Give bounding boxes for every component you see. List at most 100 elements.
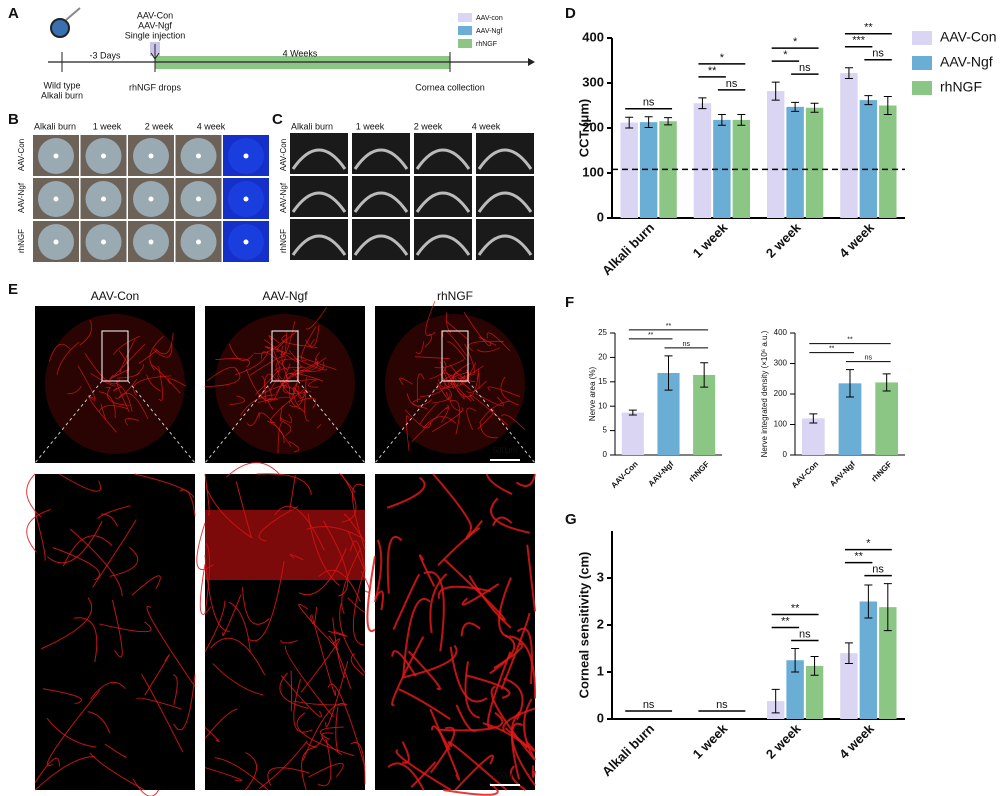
nerve [267, 398, 278, 410]
oct-cornea [291, 191, 347, 213]
bar [620, 122, 638, 218]
significance-label: ns [643, 97, 655, 109]
nerve [179, 489, 196, 517]
nerve [281, 345, 289, 380]
legend-label: AAV-Ngf [940, 54, 993, 70]
x-tick-label: rhNGF [687, 459, 711, 483]
significance-label: *** [852, 35, 866, 47]
significance-label: ** [791, 602, 800, 614]
error-bar [883, 583, 892, 632]
y-tick-label: 200 [774, 389, 788, 398]
nerve [325, 661, 349, 728]
nerve [214, 757, 269, 791]
nerve [399, 377, 413, 386]
nerve [405, 415, 410, 451]
nerve [442, 330, 468, 357]
nerve [199, 564, 212, 615]
nerve [270, 388, 306, 423]
nerve [204, 600, 226, 653]
nerve [440, 404, 450, 423]
nerve [46, 717, 97, 748]
x-tick-label: Alkali burn [599, 721, 657, 779]
nerve [424, 333, 433, 348]
nerve [288, 373, 298, 404]
error-bar [810, 102, 819, 113]
nerve [244, 752, 258, 791]
row-label: AAV-Ngf [17, 182, 26, 213]
nerve [249, 356, 286, 376]
significance-label: ns [643, 699, 655, 711]
nerve [204, 708, 238, 739]
nerve [136, 697, 182, 710]
legend-label: AAV-con [476, 15, 503, 22]
timeline-label: Wild type [43, 80, 80, 90]
error-bar [664, 117, 673, 126]
nerve [531, 765, 536, 778]
y-tick-label: 0 [597, 710, 604, 725]
y-tick-label: 0 [783, 450, 788, 459]
nerve [319, 726, 344, 741]
nerve [469, 394, 508, 426]
y-tick-label: 100 [774, 420, 788, 429]
nerve [52, 547, 100, 581]
nerve [62, 535, 113, 567]
column-label: 4 week [197, 121, 226, 131]
y-axis-label: Corneal sensitivity (cm) [576, 552, 591, 699]
bar [766, 91, 785, 218]
nerve [228, 601, 251, 653]
nerve [261, 351, 288, 371]
error-bar [717, 114, 726, 126]
timeline-label: -3 Days [89, 50, 121, 60]
nerve [515, 473, 536, 487]
nerve [510, 722, 524, 780]
x-tick-label: 4 week [836, 219, 877, 260]
nerve [500, 612, 531, 690]
nerve [114, 378, 138, 399]
oct-cornea [477, 148, 533, 170]
nerve [255, 366, 281, 395]
panel-letter: E [8, 281, 18, 298]
nerve [479, 422, 498, 439]
oct-image [290, 133, 348, 174]
nerve [90, 372, 116, 387]
y-tick-label: 200 [582, 119, 604, 134]
nerve [67, 385, 82, 395]
nerve [228, 343, 254, 361]
nerve [321, 732, 343, 756]
nerve [268, 335, 280, 344]
nerve [305, 736, 324, 747]
nerve [73, 617, 98, 663]
reflection [148, 153, 154, 159]
zoom-box [441, 330, 469, 382]
x-tick-label: 2 week [763, 720, 804, 761]
nerve [210, 637, 266, 676]
injection-label: AAV-Con [137, 10, 173, 20]
column-label: 4 week [472, 121, 501, 131]
oct-cornea [353, 148, 409, 170]
nerve [429, 573, 448, 634]
nerve [149, 336, 164, 371]
nerve [304, 388, 310, 422]
legend-label: AAV-Con [940, 29, 997, 45]
nerve [41, 597, 93, 650]
nerve [109, 343, 146, 380]
nerve [516, 627, 533, 685]
nerve [275, 358, 297, 373]
dense-plexus [205, 510, 365, 580]
y-tick-label: 20 [598, 353, 607, 362]
column-label: Alkali burn [291, 121, 333, 131]
injection-label: AAV-Ngf [138, 20, 172, 30]
y-tick-label: 10 [598, 401, 607, 410]
nerve [523, 698, 536, 761]
legend-swatch [912, 81, 932, 95]
nerve [438, 711, 504, 732]
nerve [275, 363, 291, 393]
nerve [410, 761, 437, 788]
nerve [423, 571, 445, 652]
error-bar [625, 116, 634, 129]
nerve [309, 607, 318, 625]
nerve [317, 738, 332, 787]
legend-label: AAV-Ngf [476, 28, 502, 35]
nerve [308, 762, 344, 778]
bar [805, 665, 824, 719]
